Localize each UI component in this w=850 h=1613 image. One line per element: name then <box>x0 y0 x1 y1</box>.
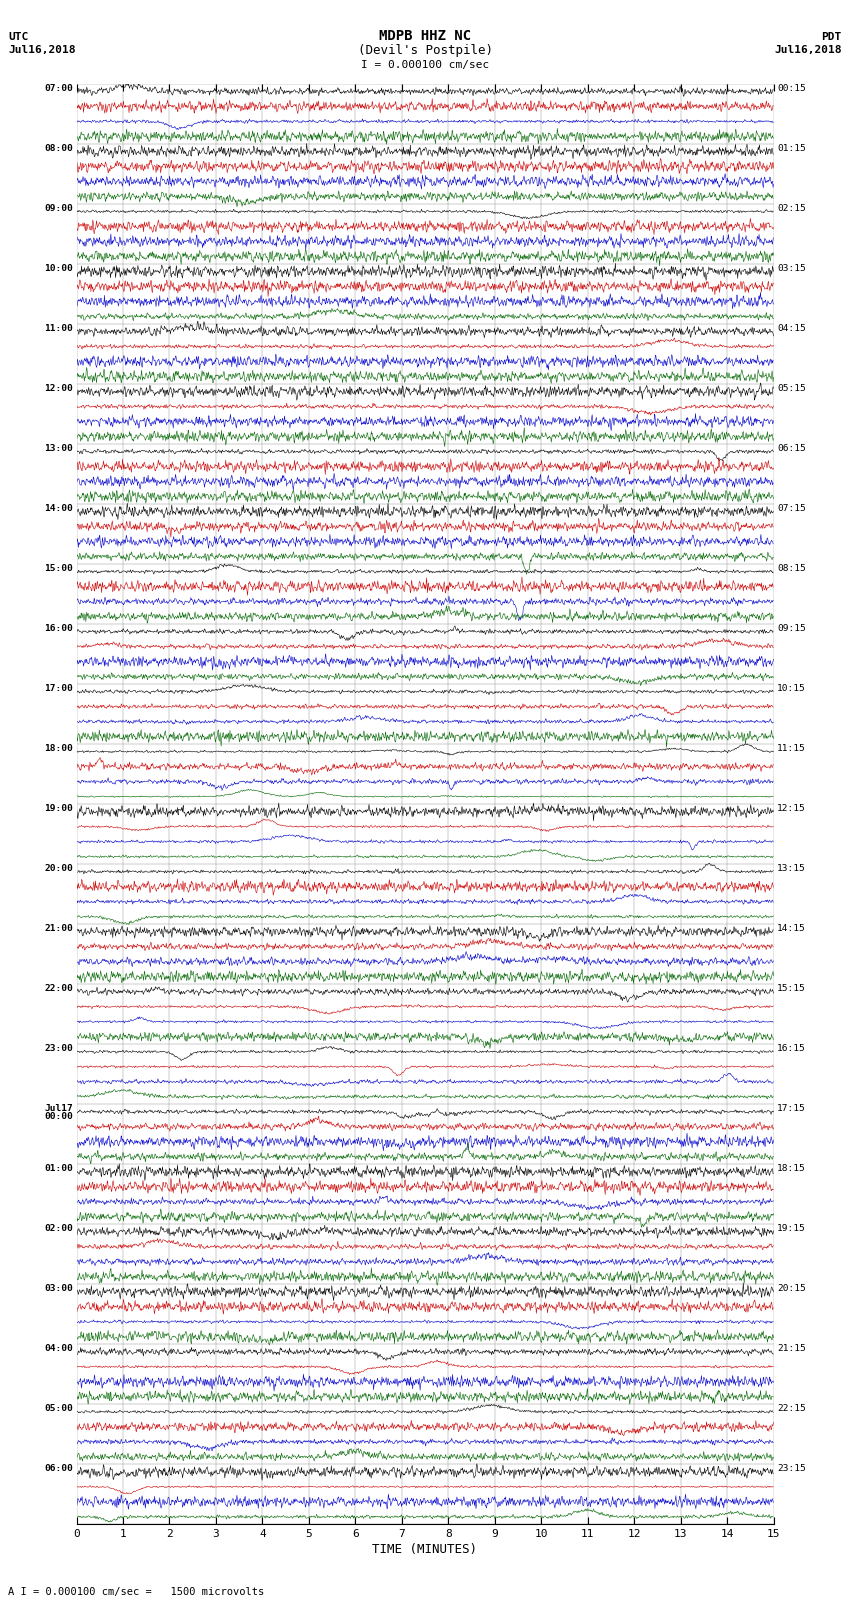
Text: 00:15: 00:15 <box>777 84 806 94</box>
Text: I = 0.000100 cm/sec: I = 0.000100 cm/sec <box>361 60 489 69</box>
Text: 18:15: 18:15 <box>777 1165 806 1173</box>
Text: 23:15: 23:15 <box>777 1465 806 1473</box>
Text: 11:15: 11:15 <box>777 744 806 753</box>
Text: 08:00: 08:00 <box>44 144 73 153</box>
Text: 15:15: 15:15 <box>777 984 806 994</box>
Text: 01:00: 01:00 <box>44 1165 73 1173</box>
Text: 14:00: 14:00 <box>44 503 73 513</box>
Text: A I = 0.000100 cm/sec =   1500 microvolts: A I = 0.000100 cm/sec = 1500 microvolts <box>8 1587 264 1597</box>
Text: MDPB HHZ NC: MDPB HHZ NC <box>379 29 471 44</box>
Text: 13:00: 13:00 <box>44 444 73 453</box>
Text: 03:00: 03:00 <box>44 1284 73 1294</box>
Text: 20:00: 20:00 <box>44 865 73 873</box>
Text: 01:15: 01:15 <box>777 144 806 153</box>
Text: 07:00: 07:00 <box>44 84 73 94</box>
Text: 06:00: 06:00 <box>44 1465 73 1473</box>
Text: Jul17: Jul17 <box>44 1105 73 1113</box>
Text: 15:00: 15:00 <box>44 565 73 573</box>
Text: 18:00: 18:00 <box>44 744 73 753</box>
Text: 17:00: 17:00 <box>44 684 73 694</box>
Text: 02:15: 02:15 <box>777 203 806 213</box>
Text: Jul16,2018: Jul16,2018 <box>8 45 76 55</box>
Text: 22:00: 22:00 <box>44 984 73 994</box>
Text: 05:00: 05:00 <box>44 1405 73 1413</box>
Text: 10:15: 10:15 <box>777 684 806 694</box>
Text: (Devil's Postpile): (Devil's Postpile) <box>358 44 492 56</box>
Text: 16:15: 16:15 <box>777 1044 806 1053</box>
Text: PDT: PDT <box>821 32 842 42</box>
Text: 00:00: 00:00 <box>44 1113 73 1121</box>
Text: 20:15: 20:15 <box>777 1284 806 1294</box>
Text: 08:15: 08:15 <box>777 565 806 573</box>
Text: 09:00: 09:00 <box>44 203 73 213</box>
Text: 13:15: 13:15 <box>777 865 806 873</box>
Text: 21:00: 21:00 <box>44 924 73 932</box>
Text: 02:00: 02:00 <box>44 1224 73 1234</box>
Text: 22:15: 22:15 <box>777 1405 806 1413</box>
Text: 04:00: 04:00 <box>44 1344 73 1353</box>
Text: 21:15: 21:15 <box>777 1344 806 1353</box>
Text: 16:00: 16:00 <box>44 624 73 632</box>
Text: 11:00: 11:00 <box>44 324 73 332</box>
X-axis label: TIME (MINUTES): TIME (MINUTES) <box>372 1544 478 1557</box>
Text: 23:00: 23:00 <box>44 1044 73 1053</box>
Text: 12:15: 12:15 <box>777 803 806 813</box>
Text: UTC: UTC <box>8 32 29 42</box>
Text: 12:00: 12:00 <box>44 384 73 394</box>
Text: Jul16,2018: Jul16,2018 <box>774 45 842 55</box>
Text: 14:15: 14:15 <box>777 924 806 932</box>
Text: 07:15: 07:15 <box>777 503 806 513</box>
Text: 10:00: 10:00 <box>44 265 73 273</box>
Text: 05:15: 05:15 <box>777 384 806 394</box>
Text: 04:15: 04:15 <box>777 324 806 332</box>
Text: 17:15: 17:15 <box>777 1105 806 1113</box>
Text: 06:15: 06:15 <box>777 444 806 453</box>
Text: 19:00: 19:00 <box>44 803 73 813</box>
Text: 09:15: 09:15 <box>777 624 806 632</box>
Text: 19:15: 19:15 <box>777 1224 806 1234</box>
Text: 03:15: 03:15 <box>777 265 806 273</box>
